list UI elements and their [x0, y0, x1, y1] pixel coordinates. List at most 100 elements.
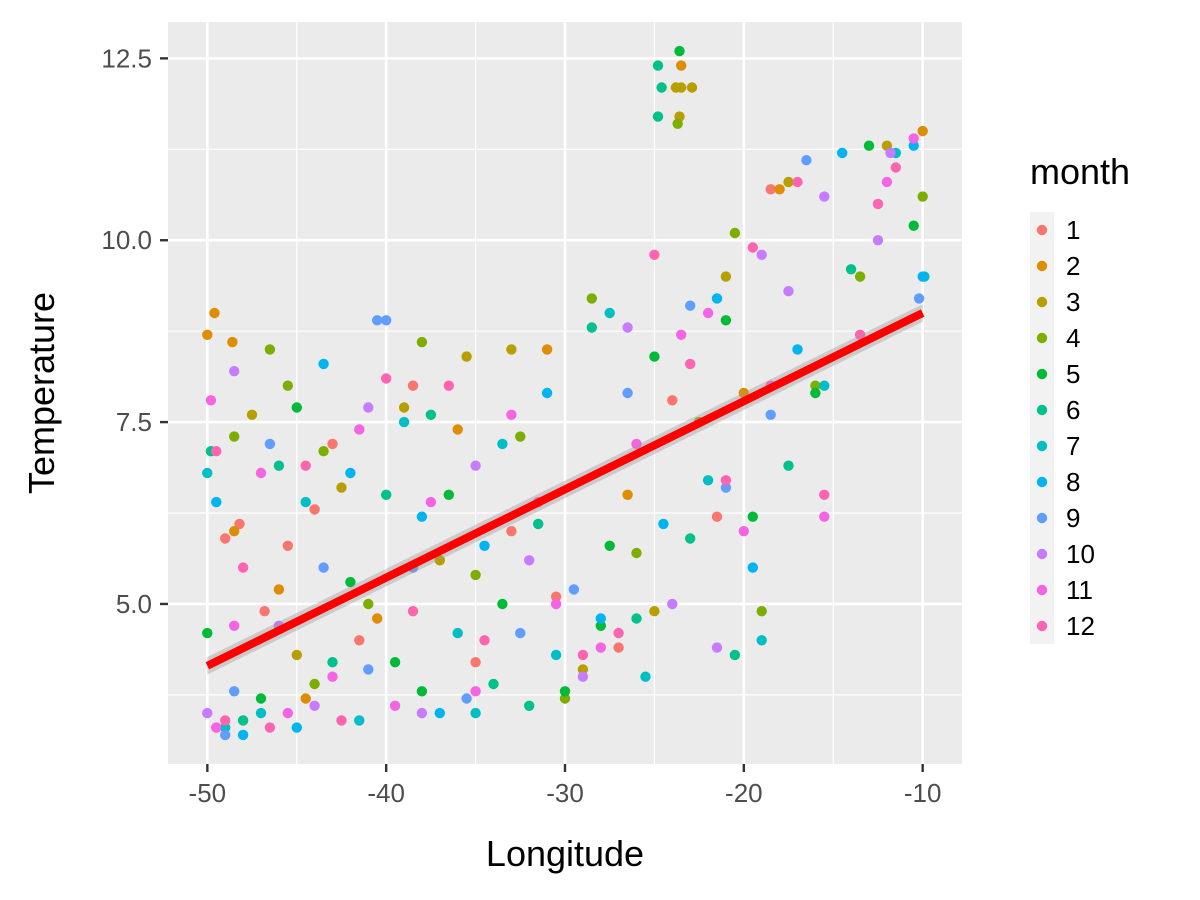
- data-point: [461, 693, 472, 704]
- y-tick-label: 5.0: [116, 589, 152, 619]
- y-axis: 5.0 7.5 10.0 12.5: [101, 43, 168, 619]
- data-point: [792, 344, 803, 355]
- y-tick-label: 7.5: [116, 407, 152, 437]
- data-point: [264, 722, 276, 733]
- data-point: [354, 715, 365, 726]
- data-point: [345, 467, 356, 479]
- data-point: [890, 162, 901, 173]
- data-point: [819, 380, 830, 391]
- data-point: [792, 176, 803, 188]
- legend-label: 6: [1066, 395, 1080, 425]
- data-point: [354, 424, 365, 435]
- data-point: [318, 358, 329, 370]
- data-point: [917, 191, 928, 202]
- data-point: [672, 118, 683, 129]
- data-point: [246, 409, 258, 420]
- data-point: [220, 533, 231, 544]
- data-point: [550, 591, 562, 602]
- data-point: [220, 715, 231, 726]
- data-point: [613, 642, 624, 653]
- data-point: [652, 60, 664, 71]
- data-point: [220, 722, 231, 733]
- data-point: [229, 686, 240, 697]
- data-point: [702, 475, 714, 486]
- data-point: [872, 198, 884, 210]
- data-point: [336, 715, 347, 726]
- data-point: [255, 467, 267, 479]
- data-point: [416, 511, 428, 522]
- data-point: [309, 678, 320, 690]
- data-point: [425, 496, 437, 508]
- legend-key: [1036, 368, 1048, 380]
- data-point: [227, 336, 238, 348]
- data-point: [434, 555, 445, 566]
- data-point: [917, 125, 928, 137]
- data-point: [425, 409, 437, 420]
- x-axis-title: Longitude: [486, 833, 644, 874]
- data-point: [658, 518, 669, 530]
- data-point: [613, 627, 624, 639]
- data-point: [363, 664, 374, 675]
- data-point: [264, 438, 276, 450]
- data-point: [416, 686, 428, 697]
- data-point: [407, 606, 419, 617]
- data-point: [533, 518, 544, 530]
- legend-key: [1036, 512, 1048, 524]
- data-point: [381, 373, 392, 384]
- data-point: [747, 562, 758, 573]
- data-point: [291, 402, 302, 413]
- data-point: [479, 540, 490, 551]
- data-point: [854, 271, 866, 282]
- data-point: [381, 489, 392, 500]
- data-point: [237, 715, 249, 726]
- data-point: [327, 438, 338, 450]
- data-point: [273, 584, 285, 595]
- legend-key: [1036, 224, 1048, 236]
- data-point: [398, 416, 410, 428]
- data-point: [783, 176, 794, 188]
- data-point: [765, 184, 776, 195]
- data-point: [649, 351, 660, 362]
- data-point: [524, 555, 535, 566]
- data-point: [202, 467, 213, 479]
- data-point: [363, 402, 374, 413]
- data-point: [470, 569, 481, 581]
- data-point: [211, 446, 222, 457]
- data-point: [407, 380, 419, 391]
- data-point: [541, 387, 553, 399]
- data-point: [237, 729, 249, 741]
- trend-line-group: [205, 304, 925, 675]
- data-point: [577, 664, 589, 675]
- legend-key: [1036, 332, 1048, 344]
- data-point: [506, 526, 517, 537]
- data-point: [908, 133, 919, 144]
- data-point: [649, 606, 660, 617]
- legend-label: 9: [1066, 503, 1080, 533]
- data-point: [211, 496, 222, 508]
- legend-key: [1036, 296, 1048, 308]
- data-point: [685, 300, 696, 311]
- data-point: [470, 686, 481, 697]
- data-point: [686, 82, 698, 93]
- data-point: [819, 191, 830, 202]
- data-point: [667, 395, 678, 406]
- data-point: [756, 635, 767, 646]
- x-axis: -50 -40 -30 -20 -10: [189, 764, 941, 808]
- data-point: [550, 649, 562, 661]
- data-point: [416, 707, 428, 719]
- data-point: [229, 366, 240, 377]
- data-point: [309, 504, 320, 515]
- data-point: [211, 722, 222, 733]
- data-point: [676, 329, 687, 340]
- legend-label: 5: [1066, 359, 1080, 389]
- x-tick-label: -20: [725, 778, 763, 808]
- data-point: [443, 489, 454, 500]
- legend-key: [1036, 440, 1048, 452]
- data-point: [652, 111, 664, 122]
- data-point: [577, 671, 589, 682]
- legend-key: [1036, 620, 1048, 632]
- data-point: [372, 315, 383, 326]
- data-point: [264, 344, 276, 355]
- data-point: [881, 176, 893, 188]
- legend-label: 1: [1066, 215, 1080, 245]
